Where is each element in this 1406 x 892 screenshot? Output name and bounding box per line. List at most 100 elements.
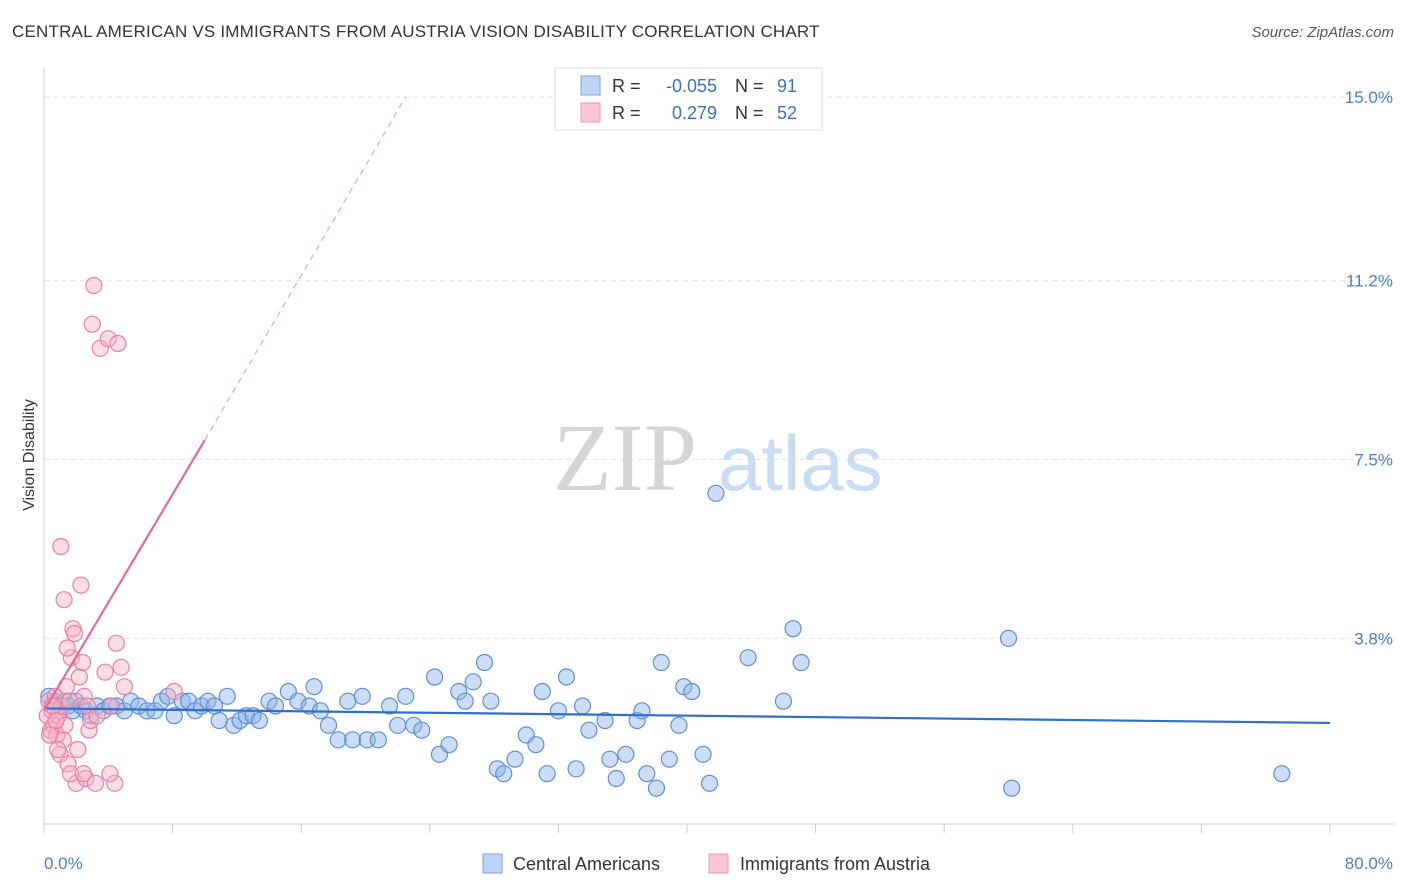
central-americans-point-54 [405,716,423,734]
central-americans-point-69 [533,682,551,701]
austria-point-34 [102,697,121,715]
watermark-zip: ZIP [553,404,697,511]
correlation-legend: R = -0.055 N = 91 R = 0.279 N = 52 [554,67,823,131]
central-americans-point-52 [389,716,407,734]
central-americans-point-30 [210,711,228,730]
central-americans-point-55 [413,721,431,739]
y-tick-label-2: 11.2% [1346,272,1393,291]
austria-point-28 [83,315,101,333]
central-americans-point-81 [633,702,651,720]
central-americans-point-86 [670,716,688,734]
central-americans-point-63 [482,692,500,710]
austria-point-35 [106,774,124,792]
austria-point-46 [74,765,92,783]
central-americans-point-44 [319,716,338,734]
austria-point-47 [86,774,105,792]
trend-austria-extension [204,96,407,441]
central-americans-point-91 [707,484,725,502]
legend-swatch-central-americans [580,75,601,96]
x-tick-label-max: 80.0% [1345,854,1393,873]
bottom-legend-swatch-austria [708,853,729,874]
central-americans-point-79 [617,745,635,763]
central-americans-point-77 [601,750,619,768]
series-immigrants-austria [38,276,183,792]
legend-n-label-1: N = [735,76,764,96]
chart-title: CENTRAL AMERICAN VS IMMIGRANTS FROM AUST… [12,22,820,41]
austria-point-21 [72,576,90,594]
central-americans-point-11 [82,707,100,725]
central-americans-point-98 [1273,765,1291,783]
austria-point-24 [77,769,95,788]
austria-point-45 [61,765,80,783]
central-americans-point-61 [464,673,482,691]
central-americans-point-62 [475,653,494,672]
austria-point-49 [107,634,125,652]
bottom-legend-swatch-central-americans [482,853,503,874]
central-americans-point-90 [700,774,719,792]
grid-lines [44,96,1394,639]
central-americans-point-88 [683,682,701,701]
austria-point-51 [47,711,65,730]
central-americans-point-68 [527,736,545,754]
legend-n-label-2: N = [735,103,764,123]
central-americans-point-95 [792,653,810,672]
bottom-legend-label-central-americans: Central Americans [513,854,660,874]
central-americans-point-31 [218,687,236,705]
central-americans-point-76 [596,711,614,730]
central-americans-point-51 [381,697,399,715]
central-americans-point-23 [165,707,183,725]
central-americans-point-70 [538,765,556,783]
central-americans-point-47 [344,731,362,749]
y-tick-label-3: 15.0% [1345,88,1393,107]
austria-point-23 [75,687,93,705]
central-americans-point-73 [567,760,585,778]
central-americans-point-75 [580,721,598,739]
austria-point-11 [56,716,74,734]
austria-point-44 [58,639,76,657]
legend-n-value-1: 91 [777,76,797,96]
central-americans-point-74 [573,697,592,715]
austria-point-17 [65,624,84,643]
series-central-americans [40,484,1291,797]
central-americans-point-87 [675,678,693,696]
austria-point-29 [85,276,103,295]
central-americans-point-72 [557,668,576,686]
central-americans-point-40 [289,692,307,710]
central-americans-point-42 [305,678,323,696]
legend-swatch-austria [580,102,601,123]
trend-lines [43,96,1331,725]
central-americans-point-53 [397,687,415,705]
legend-r-label-2: R = [612,103,641,123]
austria-point-33 [99,330,117,348]
austria-point-32 [96,663,114,681]
austria-point-39 [41,726,59,744]
central-americans-point-48 [353,687,371,705]
central-americans-point-93 [774,692,793,710]
central-americans-point-50 [369,731,387,749]
legend-n-value-2: 52 [777,103,797,123]
bottom-legend-label-austria: Immigrants from Austria [740,854,931,874]
central-americans-point-96 [999,629,1018,647]
central-americans-point-82 [638,765,656,783]
central-americans-point-97 [1003,779,1021,797]
central-americans-point-83 [647,779,666,797]
y-tick-label-1: 7.5% [1354,451,1393,470]
austria-point-30 [88,707,106,725]
central-americans-point-46 [339,692,357,710]
central-americans-point-85 [660,750,678,768]
central-americans-point-78 [607,769,625,788]
central-americans-point-58 [440,736,458,754]
legend-r-value-1: -0.055 [666,76,717,96]
trend-central-americans [43,707,1331,725]
trend-austria [43,439,206,712]
y-tick-label-0: 3.8% [1354,629,1393,648]
austria-point-36 [109,334,127,353]
central-americans-point-41 [300,697,318,715]
legend-r-value-2: 0.279 [672,103,717,123]
austria-point-14 [61,692,79,710]
central-americans-point-80 [628,711,646,730]
austria-point-48 [101,765,119,783]
austria-point-38 [115,678,133,696]
austria-point-20 [70,668,88,686]
